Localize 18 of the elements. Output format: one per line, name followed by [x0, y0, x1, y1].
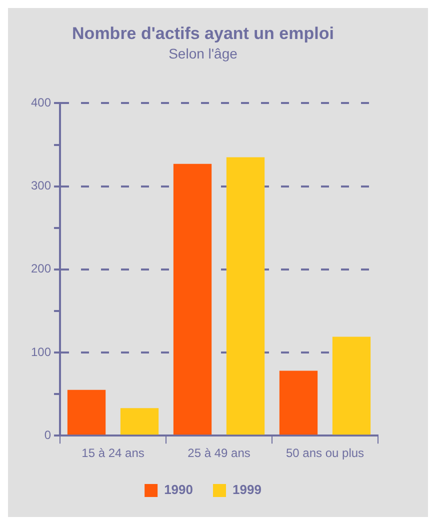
- x-tick-label: 15 à 24 ans: [82, 446, 144, 460]
- legend-label: 1999: [232, 482, 262, 498]
- bar: [226, 157, 265, 435]
- bar: [67, 390, 106, 435]
- legend-label: 1990: [164, 482, 193, 498]
- bar: [279, 370, 318, 435]
- x-tick-label: 25 à 49 ans: [188, 446, 250, 460]
- y-tick-label: 300: [30, 178, 52, 193]
- chart-subtitle: Selon l'âge: [168, 46, 238, 62]
- x-tick-label: 50 ans ou plus: [286, 446, 364, 460]
- bar: [332, 336, 371, 435]
- bar: [173, 164, 212, 435]
- y-tick-label: 100: [30, 344, 52, 359]
- chart-title: Nombre d'actifs ayant un emploi: [72, 24, 334, 43]
- bar: [120, 408, 159, 435]
- y-tick-label: 0: [44, 428, 52, 442]
- y-tick-label: 200: [30, 262, 52, 276]
- y-tick-label: 400: [30, 96, 52, 110]
